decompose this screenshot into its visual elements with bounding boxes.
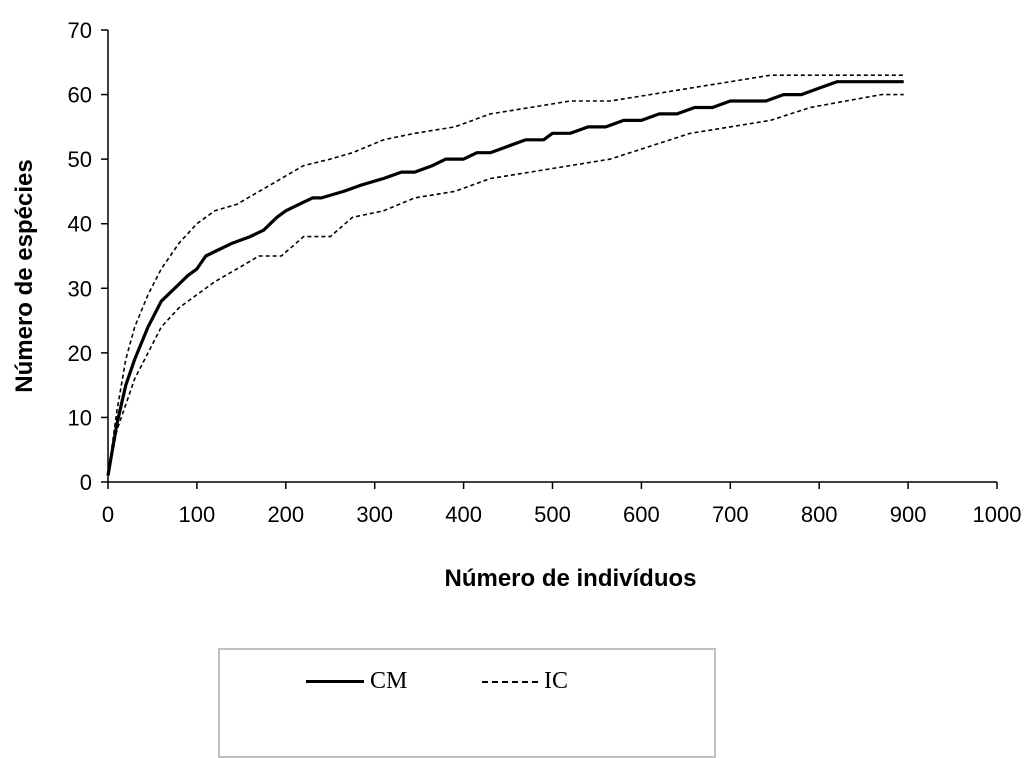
x-axis-ticks: 0 100 200 300 400 500 600 700 800 900 1000 — [102, 482, 1022, 527]
x-tick-label: 500 — [534, 502, 571, 527]
y-tick-label: 70 — [68, 18, 92, 43]
legend-swatch-dashed — [482, 680, 538, 683]
series-layer — [106, 74, 904, 476]
axes — [107, 30, 997, 483]
x-axis-title: Número de indivíduos — [444, 565, 696, 592]
x-tick-label: 200 — [267, 502, 304, 527]
x-tick-label: 600 — [623, 502, 660, 527]
y-tick-label: 50 — [68, 147, 92, 172]
x-tick-label: 800 — [801, 502, 838, 527]
x-tick-label: 900 — [890, 502, 927, 527]
y-axis-ticks: 0 10 20 30 40 50 60 70 — [68, 18, 108, 495]
y-tick-label: 40 — [68, 212, 92, 237]
x-tick-label: 0 — [102, 502, 114, 527]
x-tick-label: 1000 — [973, 502, 1022, 527]
y-axis-title: Número de espécies — [11, 159, 38, 392]
y-tick-label: 60 — [68, 83, 92, 108]
y-tick-label: 30 — [68, 276, 92, 301]
x-tick-label: 700 — [712, 502, 749, 527]
y-tick-label: 10 — [68, 405, 92, 430]
y-tick-label: 20 — [68, 341, 92, 366]
legend-entry-ic: IC — [482, 668, 568, 695]
legend-label-cm: CM — [370, 668, 408, 694]
x-tick-label: 100 — [179, 502, 216, 527]
series-line-cm — [106, 80, 904, 476]
series-line-ic-upper — [107, 74, 904, 476]
x-tick-label: 400 — [445, 502, 482, 527]
legend-entry-cm: CM — [306, 668, 407, 695]
series-line-ic-lower — [107, 93, 904, 476]
legend-label-ic: IC — [544, 668, 568, 694]
x-tick-label: 300 — [356, 502, 393, 527]
y-tick-label: 0 — [80, 470, 92, 495]
legend-swatch-solid — [306, 680, 364, 683]
chart-legend: CM IC — [218, 648, 716, 758]
species-accumulation-chart: 0 10 20 30 40 50 60 70 0 100 200 300 400 500 600 700 80… — [11, 18, 1022, 592]
